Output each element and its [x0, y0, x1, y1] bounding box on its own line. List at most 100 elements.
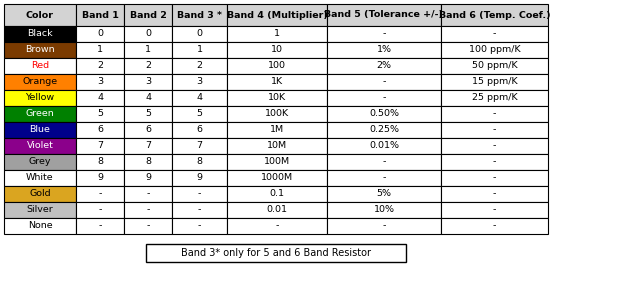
Text: -: - [99, 206, 102, 214]
Bar [124, 74, 172, 90]
Text: Green: Green [26, 110, 54, 118]
Bar [327, 90, 441, 106]
Text: 100M: 100M [264, 158, 290, 166]
Bar [4, 202, 76, 218]
Text: 10: 10 [271, 45, 283, 55]
Text: -: - [493, 189, 496, 199]
Text: -: - [99, 189, 102, 199]
Bar [124, 106, 172, 122]
Bar [327, 26, 441, 42]
Bar [4, 58, 76, 74]
Text: Band 3 *: Band 3 * [177, 11, 222, 20]
Text: 7: 7 [145, 141, 151, 151]
Text: 0: 0 [197, 30, 203, 39]
Text: -: - [198, 189, 201, 199]
Bar [227, 186, 327, 202]
Bar [76, 4, 124, 26]
Bar [441, 122, 548, 138]
Text: 4: 4 [145, 93, 151, 103]
Bar [172, 186, 227, 202]
Bar [76, 202, 124, 218]
Text: -: - [383, 93, 386, 103]
Text: 2: 2 [97, 62, 103, 70]
Bar [4, 42, 76, 58]
Text: 1%: 1% [376, 45, 391, 55]
Bar [124, 170, 172, 186]
Bar [172, 106, 227, 122]
Bar [227, 74, 327, 90]
Text: -: - [146, 206, 150, 214]
Text: Band 3* only for 5 and 6 Band Resistor: Band 3* only for 5 and 6 Band Resistor [181, 248, 371, 258]
Text: 5: 5 [97, 110, 103, 118]
Text: Gold: Gold [29, 189, 51, 199]
Text: 3: 3 [97, 78, 103, 87]
Bar [327, 122, 441, 138]
Bar [327, 186, 441, 202]
Bar [441, 58, 548, 74]
Text: -: - [493, 126, 496, 135]
Bar [4, 26, 76, 42]
Text: 10%: 10% [374, 206, 394, 214]
Text: 100: 100 [268, 62, 286, 70]
Bar [124, 122, 172, 138]
Text: -: - [493, 141, 496, 151]
Bar [76, 170, 124, 186]
Text: 100 ppm/K: 100 ppm/K [469, 45, 520, 55]
Bar [172, 90, 227, 106]
Text: 1M: 1M [270, 126, 284, 135]
Text: 100K: 100K [265, 110, 289, 118]
Bar [124, 186, 172, 202]
Bar [76, 122, 124, 138]
Bar [327, 74, 441, 90]
Text: 8: 8 [97, 158, 103, 166]
Bar [441, 154, 548, 170]
Bar [172, 42, 227, 58]
Bar [172, 26, 227, 42]
Text: -: - [383, 30, 386, 39]
Bar [76, 138, 124, 154]
Bar [327, 42, 441, 58]
Bar [76, 106, 124, 122]
Text: Yellow: Yellow [26, 93, 54, 103]
Bar [76, 218, 124, 234]
Bar [227, 106, 327, 122]
Bar [327, 4, 441, 26]
Text: Orange: Orange [22, 78, 57, 87]
Text: 1: 1 [197, 45, 203, 55]
Text: -: - [383, 174, 386, 183]
Bar [327, 58, 441, 74]
Bar [124, 218, 172, 234]
Text: 0.25%: 0.25% [369, 126, 399, 135]
Text: 5: 5 [145, 110, 151, 118]
Bar [4, 218, 76, 234]
Text: Grey: Grey [29, 158, 51, 166]
Text: 0.01: 0.01 [266, 206, 288, 214]
Bar [124, 58, 172, 74]
Bar [172, 74, 227, 90]
Bar [4, 186, 76, 202]
Bar [327, 154, 441, 170]
Bar [227, 122, 327, 138]
Bar [227, 170, 327, 186]
Bar [76, 154, 124, 170]
Text: -: - [275, 222, 279, 231]
Bar [327, 218, 441, 234]
Text: 50 ppm/K: 50 ppm/K [472, 62, 517, 70]
Text: 6: 6 [197, 126, 203, 135]
Bar [172, 4, 227, 26]
Text: -: - [493, 174, 496, 183]
Text: Blue: Blue [29, 126, 51, 135]
Text: Violet: Violet [27, 141, 54, 151]
Text: 6: 6 [145, 126, 151, 135]
Text: Silver: Silver [27, 206, 54, 214]
Bar [172, 122, 227, 138]
Bar [441, 186, 548, 202]
Text: -: - [383, 78, 386, 87]
Bar [441, 170, 548, 186]
Text: 7: 7 [197, 141, 203, 151]
Text: 6: 6 [97, 126, 103, 135]
Bar [441, 74, 548, 90]
Bar [227, 42, 327, 58]
Bar [76, 58, 124, 74]
Bar [441, 26, 548, 42]
